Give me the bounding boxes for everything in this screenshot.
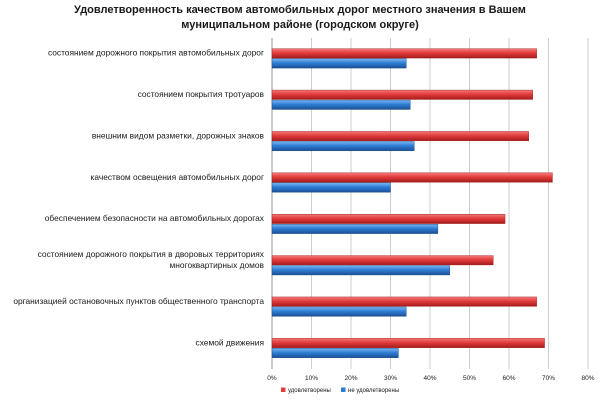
x-tick-label: 60% — [502, 375, 515, 382]
x-tick-label: 10% — [305, 375, 318, 382]
x-tick-label: 20% — [344, 375, 357, 382]
x-tick-label: 0% — [267, 375, 277, 382]
bar-not-satisfied — [271, 306, 407, 317]
bar-not-satisfied — [271, 99, 411, 110]
category-label: организацией остановочных пунктов общест… — [13, 296, 264, 306]
category-label: состоянием дорожного покрытия в дворовых… — [38, 249, 265, 259]
bar-satisfied — [271, 213, 506, 224]
bar-not-satisfied — [271, 223, 439, 234]
bar-not-satisfied — [271, 141, 415, 152]
x-tick-label: 50% — [463, 375, 476, 382]
bar-satisfied — [271, 172, 553, 183]
bars — [271, 48, 553, 358]
x-tick-label: 70% — [542, 375, 555, 382]
category-label: обеспечением безопасности на автомобильн… — [45, 213, 265, 223]
bar-satisfied — [271, 48, 537, 59]
legend: удовлетворены не удовлетворены — [281, 387, 399, 394]
category-label: состоянием покрытия тротуаров — [138, 89, 265, 99]
chart-title-line-1: Удовлетворенность качеством автомобильны… — [74, 4, 526, 16]
bar-satisfied — [271, 338, 545, 348]
category-label: внешним видом разметки, дорожных знаков — [92, 130, 265, 140]
bar-satisfied — [271, 131, 529, 142]
bar-not-satisfied — [271, 58, 407, 69]
legend-swatch — [281, 387, 286, 392]
bar-not-satisfied — [271, 265, 450, 276]
legend-label: не удовлетворены — [348, 388, 399, 394]
category-label: схемой движения — [196, 337, 264, 347]
category-label: многоквартирных домов — [170, 260, 265, 270]
x-tick-label: 40% — [423, 375, 436, 382]
bar-satisfied — [271, 296, 537, 307]
category-label: состоянием дорожного покрытия автомобиль… — [48, 48, 264, 58]
legend-label: удовлетворены — [288, 388, 331, 394]
legend-swatch — [341, 387, 346, 392]
bar-not-satisfied — [271, 348, 399, 358]
category-labels: состоянием дорожного покрытия автомобиль… — [13, 48, 264, 348]
x-tick-label: 80% — [581, 375, 594, 382]
bar-satisfied — [271, 89, 533, 100]
x-axis-ticks: 0% 10% 20% 30% 40% 50% 60% 70% 80% — [267, 375, 594, 382]
category-label: качеством освещения автомобильных дорог — [91, 172, 264, 182]
bar-satisfied — [271, 255, 494, 266]
chart-title-line-2: муниципальном районе (городском округе) — [181, 19, 419, 31]
x-tick-label: 30% — [384, 375, 397, 382]
grid-lines — [271, 38, 589, 369]
bar-not-satisfied — [271, 182, 391, 193]
chart-title: Удовлетворенность качеством автомобильны… — [0, 3, 600, 33]
